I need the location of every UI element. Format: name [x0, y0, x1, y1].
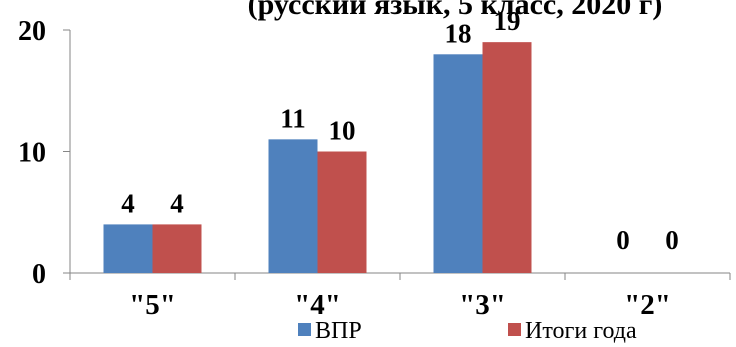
- bar: [103, 224, 153, 273]
- data-label: 0: [665, 225, 679, 255]
- x-tick-label: "2": [624, 289, 671, 321]
- y-tick-labels: 0 10 20: [18, 16, 46, 290]
- data-label: 18: [445, 18, 472, 48]
- y-tick-label: 0: [32, 259, 46, 290]
- legend-entry: Итоги года: [525, 318, 637, 344]
- legend-entry: ВПР: [315, 318, 362, 344]
- data-label: 19: [494, 6, 521, 36]
- x-tick-label: "5": [129, 289, 176, 321]
- data-labels: 4 4 11 10 18 19 0 0: [121, 6, 679, 255]
- data-label: 10: [329, 116, 356, 146]
- y-tick-label: 20: [18, 16, 46, 47]
- bar: [317, 151, 367, 273]
- legend: ВПР Итоги года: [298, 318, 637, 344]
- data-label: 0: [616, 225, 630, 255]
- bars: [103, 42, 532, 274]
- bar: [482, 42, 532, 274]
- x-tick-labels: "5" "4" "3" "2": [129, 289, 671, 321]
- bar: [433, 54, 483, 273]
- y-tick-label: 10: [18, 138, 46, 169]
- x-tick-label: "3": [459, 289, 506, 321]
- data-label: 4: [170, 188, 184, 218]
- bar: [152, 224, 202, 273]
- data-label: 11: [280, 103, 306, 133]
- legend-swatch: [298, 323, 311, 336]
- legend-swatch: [508, 323, 521, 336]
- data-label: 4: [121, 188, 135, 218]
- bar: [268, 139, 318, 273]
- x-tick-label: "4": [294, 289, 341, 321]
- chart-title: (русский язык, 5 класс, 2020 г): [248, 0, 663, 21]
